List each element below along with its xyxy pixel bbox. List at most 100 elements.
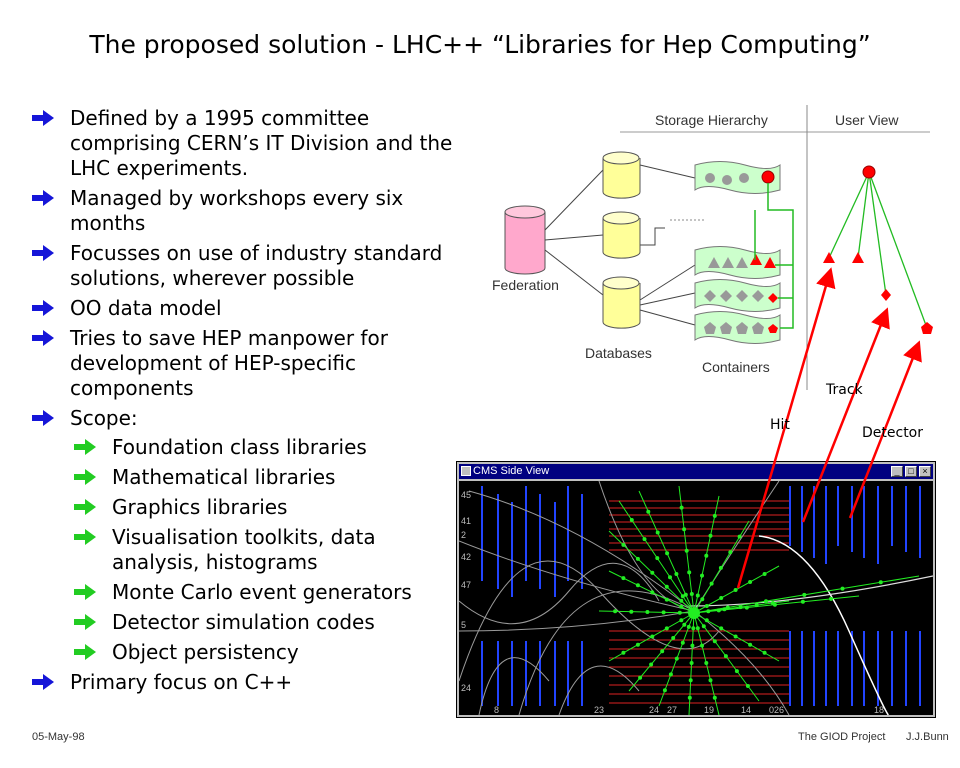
databases-label: Databases [585,345,652,361]
bullet-item: Managed by workshops every six months [32,186,462,236]
blue-bar [837,631,839,706]
track-node-icon [881,289,891,301]
track-curve [459,560,720,682]
green-hit [645,610,650,614]
green-hit [712,695,717,700]
green-hit [689,661,694,665]
blue-bar [481,486,483,581]
blue-bar [801,631,803,706]
arrow-right-icon [32,245,54,261]
green-hit [695,626,700,631]
blue-bar [567,486,569,581]
storage-hierarchy-label: Storage Hierarchy [655,112,768,128]
blue-bar [863,631,865,706]
database-cylinder-icon [602,276,641,329]
blue-bar [837,486,839,546]
hit-node-icon [823,252,835,263]
track-curve [459,540,695,612]
green-hit [661,610,666,615]
green-hit [635,556,640,561]
green-hit [708,533,713,538]
arrow-right-icon [32,410,54,426]
scope-item: Foundation class libraries [74,435,462,460]
close-button[interactable]: × [919,466,931,477]
blue-bar [919,631,921,706]
slide-title: The proposed solution - LHC++ “Libraries… [89,30,871,59]
green-hit [613,609,618,614]
green-hit [674,656,679,661]
green-hit [712,639,717,644]
green-hit [635,642,640,647]
arrow-right-icon [74,469,96,485]
white-track-curve [758,535,890,715]
footer-project: The GIOD Project [798,731,886,743]
green-hit [800,599,805,604]
green-hit [682,527,687,532]
user-view-tree [828,171,928,329]
green-hit [683,592,688,597]
green-hit [689,592,694,596]
green-hit [737,534,742,539]
footer-author: J.J.Bunn [906,731,949,743]
container-triangles [694,246,781,279]
track-curve [478,657,550,715]
green-hit [664,584,669,589]
blue-bar [905,486,907,552]
blue-bar [525,641,527,706]
green-hit [665,551,670,556]
storage-hierarchy-diagram: Storage Hierarchy User View Federation D… [492,105,933,390]
arrow-right-icon [74,439,96,455]
green-hit [716,608,721,613]
blue-bar [567,641,569,706]
green-hit [708,678,713,683]
blue-bar [525,486,527,581]
blue-bar [497,641,499,706]
blue-bar [581,494,583,589]
green-hit [706,609,711,614]
green-hit [745,684,750,688]
green-hit [677,610,682,615]
blue-bar [891,486,893,546]
green-hit [621,542,626,547]
green-hit [722,607,727,612]
green-hit [829,596,833,601]
green-hit [629,518,634,522]
blue-bar [813,631,815,706]
green-hit [680,640,685,645]
green-hit [695,593,700,598]
svg-text:19: 19 [704,705,714,715]
green-hit [704,661,709,665]
detector-node-icon [921,322,933,334]
hit-node-icon [852,252,864,263]
green-hit [700,643,704,648]
event-display-canvas: 45 41 2 42 47 5 24 8 23 24 27 19 14 026 … [459,481,933,715]
containers-label: Containers [702,359,770,375]
federation-cylinder-icon [504,205,546,275]
green-hit [635,583,640,588]
green-hit [655,530,660,535]
green-hit [840,586,845,591]
svg-text:41: 41 [461,516,471,526]
green-hit [690,643,695,648]
blue-bar [851,631,853,706]
bullet-item: Tries to save HEP manpower for developme… [32,326,462,401]
blue-bar [539,494,541,589]
maximize-button[interactable]: □ [905,466,917,477]
track-curve [459,610,695,632]
green-hit [701,624,706,629]
green-hit [734,669,739,674]
green-hit [723,654,728,659]
green-hit [660,649,665,654]
arrow-right-icon [74,499,96,515]
green-hit [748,580,753,584]
track-curve [468,490,695,612]
minimize-button[interactable]: _ [891,466,903,477]
green-hit [733,588,738,592]
arrow-right-icon [74,644,96,660]
blue-bar [511,641,513,706]
green-hit [709,581,714,586]
arrow-right-icon [32,190,54,206]
svg-text:5: 5 [461,620,466,630]
scope-item: Graphics libraries [74,495,462,520]
window-system-icon[interactable] [461,466,471,476]
